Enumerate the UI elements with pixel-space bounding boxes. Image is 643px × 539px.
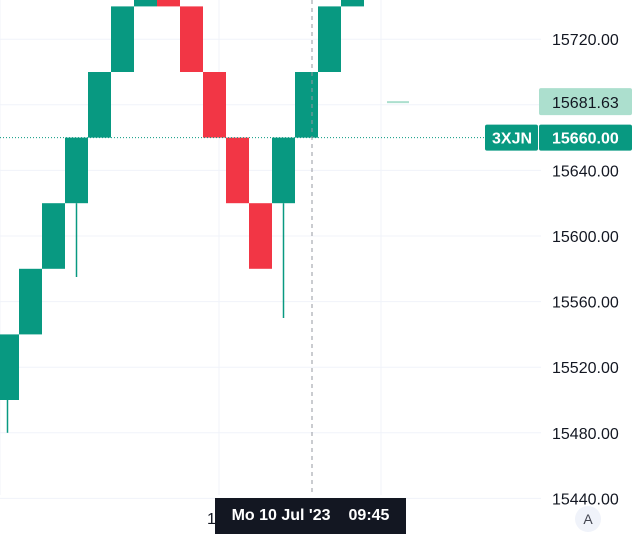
symbol-tag-text: 3XJN [492, 131, 532, 148]
last-price-tag [539, 124, 632, 151]
brick-up [88, 72, 111, 138]
brick-down [157, 0, 180, 7]
time-axis-partial-label: 1 [207, 511, 216, 528]
price-axis-label: 15480.00 [552, 426, 619, 443]
brick-down [203, 72, 226, 138]
price-axis-label: 15600.00 [552, 229, 619, 246]
brick-up [318, 6, 341, 72]
brick-up [42, 203, 65, 269]
price-axis-label: 15720.00 [552, 32, 619, 49]
crosshair-date: Mo 10 Jul '23 [231, 507, 331, 524]
crosshair-time: 09:45 [348, 507, 390, 524]
brick-down [249, 203, 272, 269]
price-axis[interactable]: 15720.00 15640.00 15600.00 15560.00 15520.00… [552, 32, 619, 508]
brick-up [295, 72, 318, 138]
brick-up [111, 6, 134, 72]
brick-up [65, 137, 88, 204]
brick-layer [0, 0, 409, 400]
price-axis-label: 15520.00 [552, 360, 619, 377]
brick-up [272, 137, 295, 204]
brick-down [180, 6, 203, 72]
symbol-tag [485, 124, 538, 151]
last-price-tag-text: 15660.00 [552, 131, 619, 148]
brick-up [0, 334, 19, 400]
wick-layer [6, 203, 285, 433]
brick-up [134, 0, 157, 7]
overlay-layer [0, 0, 541, 496]
price-axis-label: 15640.00 [552, 163, 619, 180]
price-tags: 15681.63 3XJN 15660.00 [485, 88, 632, 151]
crosshair-time-label: Mo 10 Jul '23 09:45 [215, 498, 406, 534]
brick-up [19, 268, 42, 335]
price-axis-label: 15440.00 [552, 491, 619, 508]
projected-price-tag [539, 88, 632, 116]
price-axis-label: 15560.00 [552, 295, 619, 312]
projected-price-tag-text: 15681.63 [552, 95, 619, 112]
auto-scale-button[interactable]: A [575, 506, 601, 532]
brick-down [226, 137, 249, 204]
brick-up [341, 0, 364, 7]
